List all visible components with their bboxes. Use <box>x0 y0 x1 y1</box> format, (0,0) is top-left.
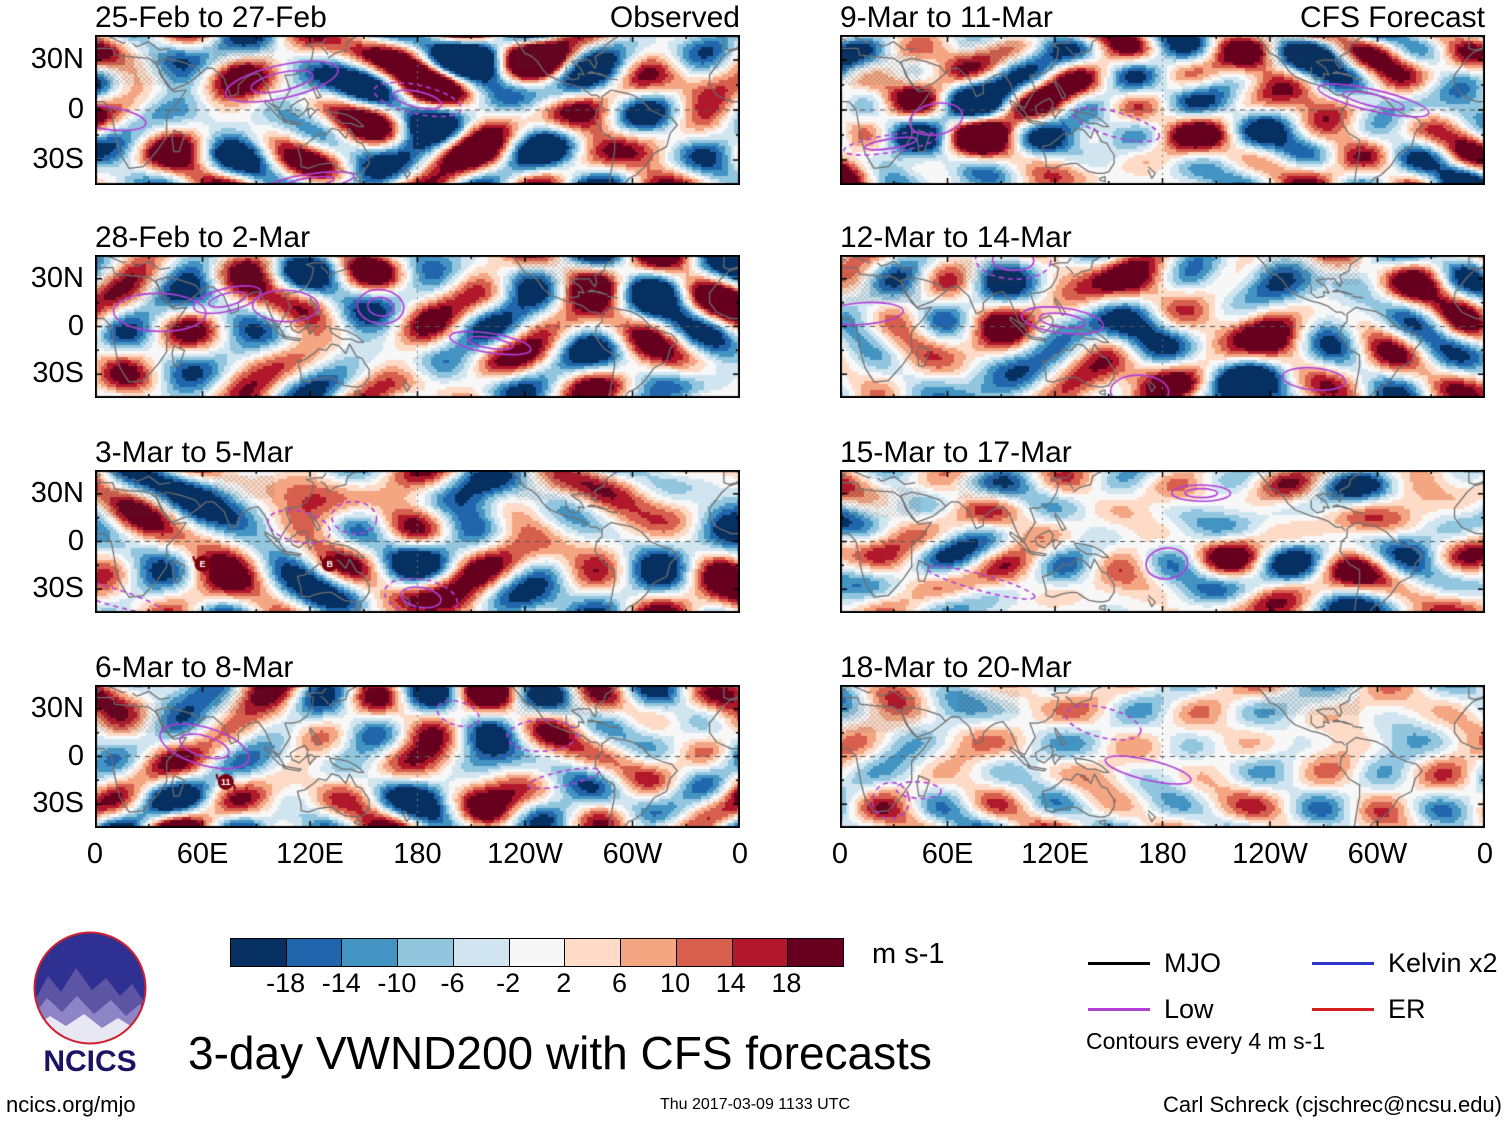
x-axis-label: 0 <box>731 838 749 870</box>
y-axis-label: 30S <box>32 787 84 820</box>
panel-date-range: 25-Feb to 27-Feb <box>95 1 327 34</box>
map-panel-7 <box>840 470 1485 613</box>
y-axis-label: 30N <box>30 43 84 75</box>
y-axis-label: 30S <box>32 357 84 390</box>
panel-title: 18-Mar to 20-Mar <box>840 651 1485 685</box>
colorbar-tick-label: 2 <box>556 968 572 998</box>
x-axis-label: 0 <box>1476 838 1494 870</box>
panel-title: 12-Mar to 14-Mar <box>840 221 1485 255</box>
colorbar-segment <box>231 939 286 966</box>
x-axis-label: 60E <box>921 838 974 870</box>
colorbar-segment <box>787 939 844 966</box>
y-axis-label: 30S <box>32 572 84 605</box>
y-axis-label: 30N <box>30 261 84 294</box>
colorbar-segment <box>731 939 788 966</box>
map-panel-4 <box>95 685 740 828</box>
panel-date-range: 6-Mar to 8-Mar <box>95 651 294 684</box>
x-axis-label: 60W <box>1347 838 1408 870</box>
x-axis-label: 0 <box>831 838 849 870</box>
map-panel-5 <box>840 35 1485 185</box>
colorbar-tick-label: -14 <box>321 968 361 998</box>
map-panel-1 <box>95 35 740 185</box>
x-axis-label: 180 <box>393 838 442 870</box>
legend-line-mjo <box>1088 962 1150 965</box>
panel-date-range: 18-Mar to 20-Mar <box>840 651 1072 684</box>
panel-date-range: 3-Mar to 5-Mar <box>95 436 294 469</box>
colorbar <box>230 938 844 967</box>
column-header: Observed <box>609 1 740 34</box>
x-axis-label: 120W <box>487 838 563 870</box>
y-axis-label: 0 <box>67 739 84 772</box>
colorbar-unit-label: m s-1 <box>872 938 945 970</box>
x-axis-label: 60E <box>176 838 229 870</box>
legend-label: ER <box>1388 994 1426 1024</box>
map-panel-8 <box>840 685 1485 828</box>
figure-title: 3-day VWND200 with CFS forecasts <box>188 1027 932 1079</box>
x-axis-label: 0 <box>86 838 104 870</box>
y-axis-label: 30N <box>30 691 84 724</box>
panel-title: 28-Feb to 2-Mar <box>95 221 740 255</box>
panel-title: 15-Mar to 17-Mar <box>840 436 1485 470</box>
colorbar-tick-label: 14 <box>715 968 746 998</box>
y-axis-label: 30S <box>32 143 84 175</box>
x-axis-label: 120W <box>1232 838 1308 870</box>
panel-date-range: 15-Mar to 17-Mar <box>840 436 1072 469</box>
x-axis-label: 180 <box>1138 838 1187 870</box>
panel-title: 6-Mar to 8-Mar <box>95 651 740 685</box>
logo-artwork <box>35 933 145 1043</box>
colorbar-tick-label: -6 <box>440 968 465 998</box>
panel-title: 9-Mar to 11-Mar CFS Forecast <box>840 1 1485 35</box>
colorbar-segment <box>675 939 732 966</box>
map-panel-2 <box>95 255 740 398</box>
map-panel-6 <box>840 255 1485 398</box>
logo-text: NCICS <box>43 1045 136 1078</box>
y-axis-label: 0 <box>67 93 84 125</box>
ncics-logo: NCICS <box>33 931 147 1078</box>
colorbar-tick-label: 6 <box>611 968 627 998</box>
colorbar-tick-label: -18 <box>266 968 306 998</box>
legend-line-kelvin-x2 <box>1312 962 1374 965</box>
panel-title: 3-Mar to 5-Mar <box>95 436 740 470</box>
panel-date-range: 28-Feb to 2-Mar <box>95 221 311 254</box>
y-axis-label: 0 <box>67 309 84 342</box>
colorbar-tick-label: -2 <box>496 968 521 998</box>
colorbar-segment <box>397 939 453 966</box>
legend-note: Contours every 4 m s-1 <box>1086 1028 1326 1054</box>
x-axis-label: 60W <box>602 838 663 870</box>
legend-line-er <box>1312 1008 1374 1011</box>
colorbar-segment <box>508 939 565 966</box>
colorbar-tick-label: 10 <box>660 968 691 998</box>
y-axis-label: 30N <box>30 476 84 509</box>
footer-timestamp: Thu 2017-03-09 1133 UTC <box>659 1096 851 1113</box>
footer-url: ncics.org/mjo <box>6 1092 136 1117</box>
map-panel-3 <box>95 470 740 613</box>
column-header: CFS Forecast <box>1299 1 1485 34</box>
legend-label: Low <box>1164 994 1214 1024</box>
y-axis-label: 0 <box>67 524 84 557</box>
colorbar-segment <box>564 939 621 966</box>
legend-line-low <box>1088 1008 1150 1011</box>
legend-label: MJO <box>1164 948 1221 978</box>
colorbar-segment <box>285 939 342 966</box>
colorbar-segment <box>620 939 676 966</box>
colorbar-segment <box>452 939 509 966</box>
footer-author: Carl Schreck (cjschrec@ncsu.edu) <box>1163 1092 1502 1117</box>
colorbar-tick-label: -10 <box>377 968 417 998</box>
panel-date-range: 12-Mar to 14-Mar <box>840 221 1072 254</box>
panel-date-range: 9-Mar to 11-Mar <box>840 1 1053 34</box>
panel-title: 25-Feb to 27-Feb Observed <box>95 1 740 35</box>
legend-label: Kelvin x2 <box>1388 948 1498 978</box>
logo-ring <box>33 931 147 1045</box>
colorbar-segment <box>341 939 398 966</box>
x-axis-label: 120E <box>1021 838 1089 870</box>
x-axis-label: 120E <box>276 838 344 870</box>
colorbar-tick-label: 18 <box>771 968 802 998</box>
